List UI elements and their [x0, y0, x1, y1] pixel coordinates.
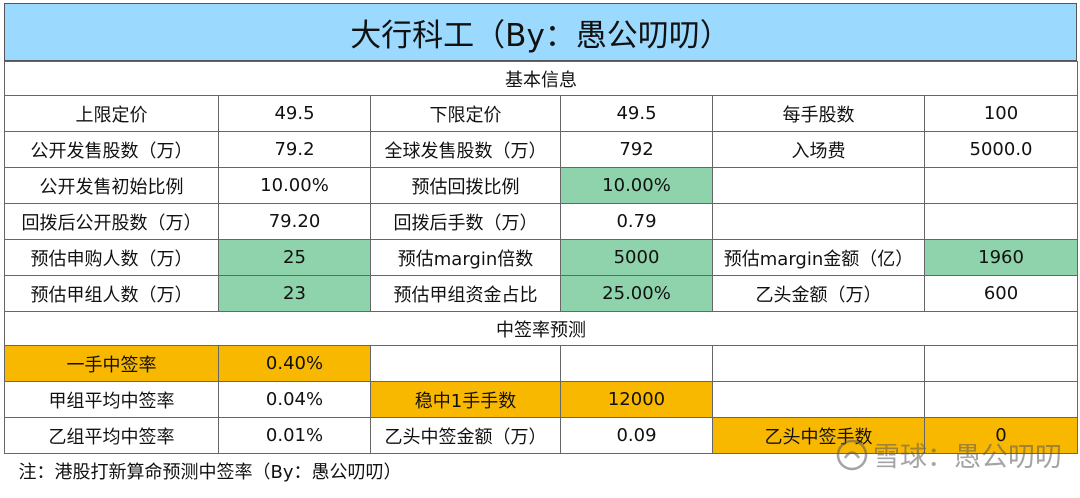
cell-label[interactable]: 回拨后手数（万）	[370, 203, 561, 240]
section-forecast: 中签率预测	[3, 311, 1079, 346]
cell-value[interactable]: 0.79	[560, 203, 713, 240]
cell-empty[interactable]	[923, 203, 1079, 240]
cell-value[interactable]: 0.04%	[218, 381, 371, 418]
cell-label[interactable]: 预估margin倍数	[370, 239, 561, 276]
footnote: 注：港股打新算命预测中签率（By：愚公叨叨）	[18, 462, 402, 483]
table-row: 预估申购人数（万） 25 预估margin倍数 5000 预估margin金额（…	[4, 239, 1079, 276]
cell-value[interactable]: 49.5	[560, 95, 713, 132]
cell-empty[interactable]	[923, 381, 1079, 418]
table-row: 公开发售股数（万） 79.2 全球发售股数（万） 792 入场费 5000.0	[4, 131, 1079, 168]
watermark-text: 雪球：愚公叨叨	[873, 442, 1062, 473]
snowball-logo-icon	[836, 439, 868, 470]
table-row: 上限定价 49.5 下限定价 49.5 每手股数 100	[4, 95, 1079, 132]
cell-value[interactable]: 0	[923, 417, 1079, 454]
cell-empty[interactable]	[923, 345, 1079, 382]
cell-label[interactable]: 下限定价	[370, 95, 561, 132]
cell-value[interactable]: 0.09	[560, 417, 713, 454]
table-row: 乙组平均中签率 0.01% 乙头中签金额（万） 0.09 乙头中签手数 0	[4, 417, 1079, 454]
cell-value[interactable]: 25	[218, 239, 371, 276]
spreadsheet: 大行科工（By：愚公叨叨） 基本信息 上限定价 49.5 下限定价 49.5 每…	[3, 3, 1079, 489]
cell-label[interactable]: 乙头金额（万）	[712, 275, 925, 312]
cell-label[interactable]: 一手中签率	[4, 345, 219, 382]
cell-value[interactable]: 792	[560, 131, 713, 168]
table-row: 一手中签率 0.40%	[4, 345, 1079, 382]
cell-label[interactable]: 乙头中签手数	[712, 417, 925, 454]
cell-value[interactable]: 10.00%	[218, 167, 371, 204]
cell-value[interactable]: 12000	[560, 381, 713, 418]
table-row: 公开发售初始比例 10.00% 预估回拨比例 10.00%	[4, 167, 1079, 204]
table-row: 回拨后公开股数（万） 79.20 回拨后手数（万） 0.79	[4, 203, 1079, 240]
cell-label[interactable]: 入场费	[712, 131, 925, 168]
cell-empty[interactable]	[712, 203, 925, 240]
cell-value[interactable]: 600	[923, 275, 1079, 312]
cell-value[interactable]: 0.01%	[218, 417, 371, 454]
cell-empty[interactable]	[560, 345, 713, 382]
cell-value[interactable]: 1960	[923, 239, 1079, 276]
cell-label[interactable]: 每手股数	[712, 95, 925, 132]
section-basic-info: 基本信息	[3, 61, 1079, 96]
cell-value[interactable]: 100	[923, 95, 1079, 132]
cell-value[interactable]: 79.20	[218, 203, 371, 240]
cell-label[interactable]: 预估回拨比例	[370, 167, 561, 204]
section-row: 基本信息	[3, 61, 1079, 96]
cell-value[interactable]: 23	[218, 275, 371, 312]
cell-empty[interactable]	[370, 345, 561, 382]
sheet-title: 大行科工（By：愚公叨叨）	[4, 3, 1077, 61]
cell-label[interactable]: 乙组平均中签率	[4, 417, 219, 454]
cell-value[interactable]: 79.2	[218, 131, 371, 168]
section-row: 中签率预测	[3, 311, 1079, 346]
cell-value[interactable]: 25.00%	[560, 275, 713, 312]
note-row: 注：港股打新算命预测中签率（By：愚公叨叨）	[5, 454, 1078, 489]
cell-empty[interactable]	[712, 167, 925, 204]
cell-label[interactable]: 公开发售初始比例	[4, 167, 219, 204]
cell-label[interactable]: 预估申购人数（万）	[4, 239, 219, 276]
cell-label[interactable]: 回拨后公开股数（万）	[4, 203, 219, 240]
cell-label[interactable]: 乙头中签金额（万）	[370, 417, 561, 454]
cell-label[interactable]: 预估甲组人数（万）	[4, 275, 219, 312]
ipo-table: 基本信息 上限定价 49.5 下限定价 49.5 每手股数 100 公开发售股数…	[3, 61, 1079, 489]
cell-label[interactable]: 稳中1手手数	[370, 381, 561, 418]
cell-label[interactable]: 全球发售股数（万）	[370, 131, 561, 168]
cell-value[interactable]: 10.00%	[560, 167, 713, 204]
cell-label[interactable]: 甲组平均中签率	[4, 381, 219, 418]
cell-label[interactable]: 预估甲组资金占比	[370, 275, 561, 312]
table-row: 预估甲组人数（万） 23 预估甲组资金占比 25.00% 乙头金额（万） 600	[4, 275, 1079, 312]
cell-empty[interactable]	[923, 167, 1079, 204]
cell-value[interactable]: 0.40%	[218, 345, 371, 382]
cell-label[interactable]: 公开发售股数（万）	[4, 131, 219, 168]
table-row: 甲组平均中签率 0.04% 稳中1手手数 12000	[4, 381, 1079, 418]
cell-empty[interactable]	[712, 345, 925, 382]
cell-value[interactable]: 5000.0	[923, 131, 1079, 168]
cell-value[interactable]: 49.5	[218, 95, 371, 132]
watermark: 雪球：愚公叨叨	[835, 435, 1062, 474]
cell-label[interactable]: 上限定价	[4, 95, 219, 132]
cell-empty[interactable]	[712, 381, 925, 418]
cell-label[interactable]: 预估margin金额（亿）	[712, 239, 925, 276]
cell-value[interactable]: 5000	[560, 239, 713, 276]
